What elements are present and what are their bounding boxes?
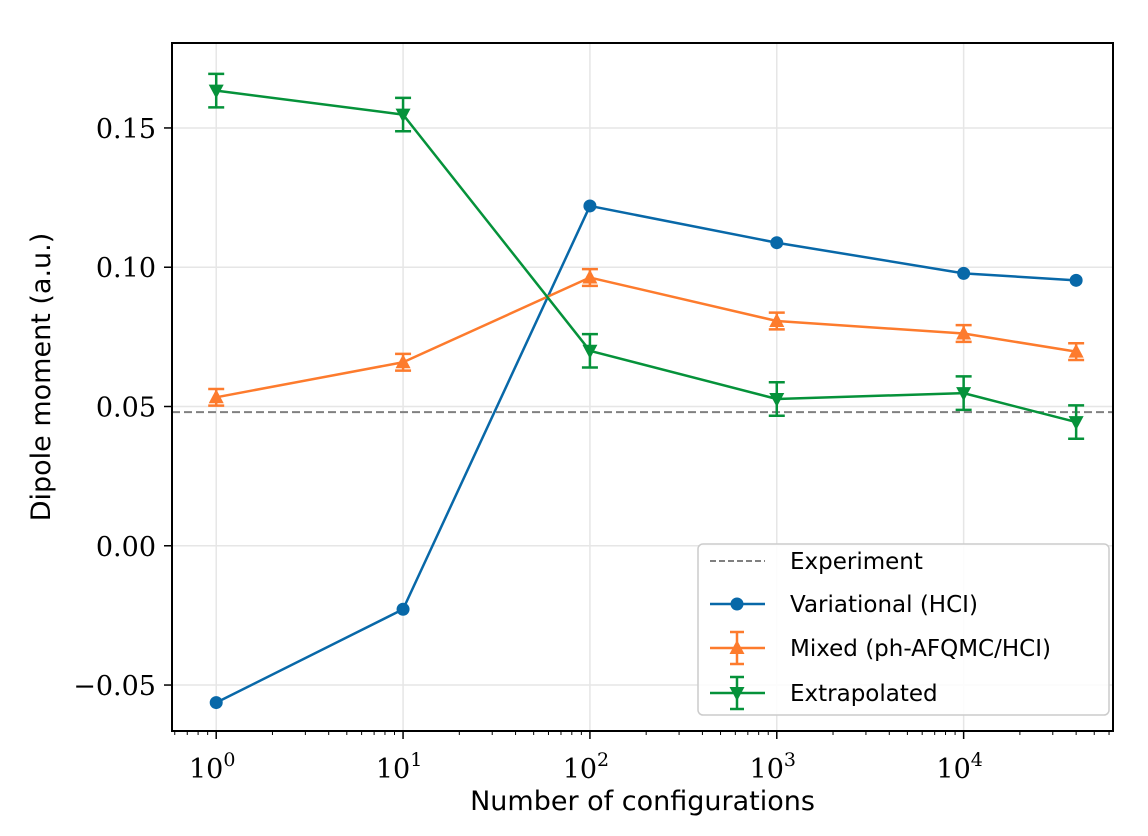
series-line bbox=[215, 204, 1077, 704]
y-axis-label: Dipole moment (a.u.) bbox=[26, 233, 57, 522]
y-tick-label: −0.05 bbox=[73, 671, 156, 702]
series-variational-hci bbox=[209, 199, 1083, 710]
legend-item: Extrapolated bbox=[710, 675, 938, 711]
data-point bbox=[208, 84, 224, 99]
legend-marker bbox=[730, 597, 744, 611]
series-mixed-ph-afqmc-hci bbox=[208, 267, 1085, 407]
series-line bbox=[215, 276, 1077, 399]
data-point bbox=[582, 344, 598, 359]
series-line bbox=[216, 89, 1077, 424]
legend-item-experiment: Experiment bbox=[710, 549, 923, 575]
data-point bbox=[395, 108, 411, 123]
legend-item: Mixed (ph-AFQMC/HCI) bbox=[710, 630, 1051, 666]
data-point bbox=[582, 269, 598, 284]
data-point bbox=[956, 387, 972, 402]
data-point bbox=[1068, 343, 1084, 358]
x-tick-label: 103 bbox=[750, 749, 796, 785]
data-point bbox=[1068, 416, 1084, 431]
data-point bbox=[957, 266, 971, 280]
data-point bbox=[956, 325, 972, 340]
data-point bbox=[209, 696, 223, 710]
legend-item: Variational (HCI) bbox=[710, 592, 978, 618]
y-tick-label: 0.00 bbox=[96, 532, 156, 563]
y-tick-label: 0.05 bbox=[96, 392, 156, 423]
data-point bbox=[1069, 273, 1083, 287]
x-axis: 100 101 102 103 104 bbox=[174, 731, 1110, 785]
series-extrapolated bbox=[208, 72, 1085, 441]
y-tick-label: 0.15 bbox=[96, 114, 156, 145]
y-tick-label: 0.10 bbox=[96, 253, 156, 284]
legend-label: Experiment bbox=[790, 549, 923, 575]
y-axis: −0.05 0.00 0.05 0.10 0.15 bbox=[73, 114, 172, 702]
legend-marker bbox=[729, 687, 745, 701]
x-axis-label: Number of configurations bbox=[470, 786, 815, 817]
legend-label: Mixed (ph-AFQMC/HCI) bbox=[790, 636, 1051, 662]
data-point bbox=[396, 602, 410, 616]
legend-label: Extrapolated bbox=[790, 681, 938, 707]
data-point bbox=[395, 354, 411, 369]
x-tick-label: 102 bbox=[563, 749, 609, 785]
legend-marker bbox=[729, 640, 745, 654]
axes-frame bbox=[171, 42, 1114, 732]
legend: Experiment Variational (HCI) Mixed (ph-AFQ… bbox=[697, 543, 1110, 716]
data-point bbox=[208, 389, 224, 404]
data-point bbox=[583, 199, 597, 213]
data-point bbox=[769, 392, 785, 407]
plot-area bbox=[172, 72, 1113, 710]
data-point bbox=[769, 312, 785, 327]
legend-label: Variational (HCI) bbox=[790, 592, 978, 618]
x-tick-label: 104 bbox=[936, 749, 982, 785]
legend-box bbox=[697, 543, 1110, 716]
x-tick-label: 100 bbox=[189, 749, 235, 785]
x-tick-label: 101 bbox=[376, 749, 422, 785]
data-point bbox=[770, 236, 784, 250]
